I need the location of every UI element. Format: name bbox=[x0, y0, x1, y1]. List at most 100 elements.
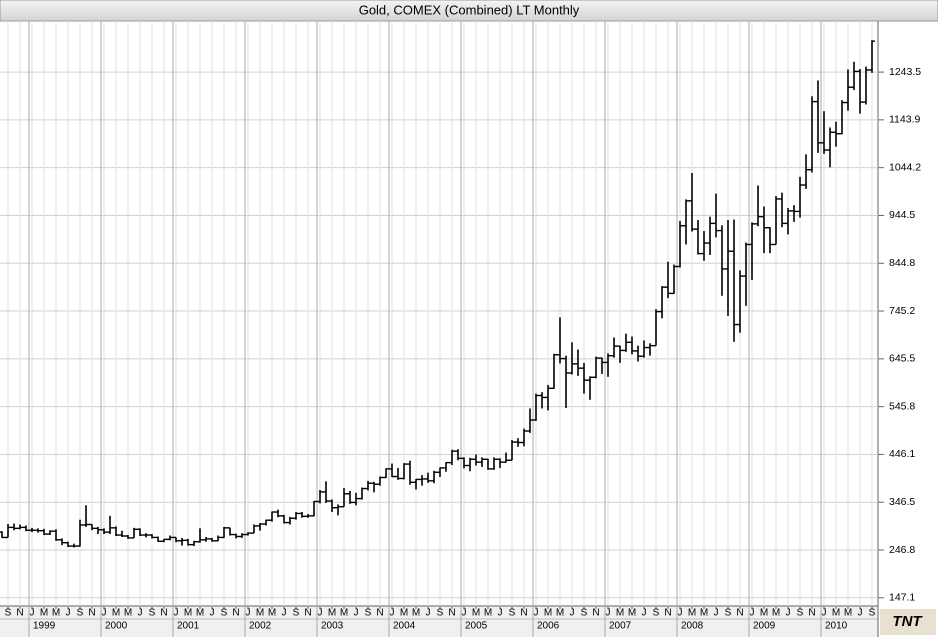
logo: TNT bbox=[892, 613, 923, 630]
x-tick-label: S bbox=[293, 608, 300, 619]
y-tick-label: 944.5 bbox=[889, 209, 915, 221]
y-tick-label: 844.8 bbox=[889, 257, 915, 269]
x-tick-label: N bbox=[160, 608, 167, 619]
x-tick-label: M bbox=[700, 608, 708, 619]
x-tick-label: M bbox=[256, 608, 264, 619]
x-tick-label: M bbox=[124, 608, 132, 619]
x-tick-label: J bbox=[390, 608, 395, 619]
logo-box bbox=[880, 609, 936, 635]
x-tick-label: J bbox=[858, 608, 863, 619]
year-label: 2010 bbox=[825, 621, 848, 632]
x-tick-label: N bbox=[520, 608, 527, 619]
bars bbox=[0, 40, 875, 548]
x-tick-label: N bbox=[16, 608, 23, 619]
x-tick-label: N bbox=[304, 608, 311, 619]
x-tick-label: S bbox=[149, 608, 156, 619]
year-label: 2006 bbox=[537, 621, 560, 632]
year-label: 2001 bbox=[177, 621, 200, 632]
x-tick-label: M bbox=[340, 608, 348, 619]
x-tick-label: J bbox=[786, 608, 791, 619]
x-tick-label: M bbox=[628, 608, 636, 619]
x-tick-label: J bbox=[102, 608, 107, 619]
year-label: 1999 bbox=[33, 621, 56, 632]
x-tick-label: J bbox=[318, 608, 323, 619]
year-label: 2004 bbox=[393, 621, 416, 632]
x-tick-label: M bbox=[544, 608, 552, 619]
x-tick-label: M bbox=[832, 608, 840, 619]
x-tick-label: S bbox=[5, 608, 12, 619]
x-tick-label: S bbox=[797, 608, 804, 619]
x-tick-label: S bbox=[509, 608, 516, 619]
x-tick-label: N bbox=[808, 608, 815, 619]
y-tick-label: 1243.5 bbox=[889, 66, 921, 78]
x-tick-label: N bbox=[376, 608, 383, 619]
title-bar bbox=[0, 0, 938, 22]
x-tick-label: S bbox=[365, 608, 372, 619]
y-tick-label: 1044.2 bbox=[889, 161, 921, 173]
x-tick-label: M bbox=[400, 608, 408, 619]
x-tick-label: J bbox=[210, 608, 215, 619]
x-tick-label: J bbox=[606, 608, 611, 619]
y-tick-label: 246.8 bbox=[889, 544, 915, 556]
y-tick-label: 446.1 bbox=[889, 448, 915, 460]
x-tick-label: M bbox=[52, 608, 60, 619]
x-tick-label: M bbox=[412, 608, 420, 619]
x-tick-label: S bbox=[77, 608, 84, 619]
year-label: 2005 bbox=[465, 621, 488, 632]
year-label: 2007 bbox=[609, 621, 632, 632]
x-tick-label: J bbox=[354, 608, 359, 619]
x-tick-label: N bbox=[232, 608, 239, 619]
x-tick-label: S bbox=[221, 608, 228, 619]
y-tick-label: 346.5 bbox=[889, 496, 915, 508]
x-tick-label: M bbox=[196, 608, 204, 619]
chart-title: Gold, COMEX (Combined) LT Monthly bbox=[359, 2, 580, 17]
x-tick-label: J bbox=[678, 608, 683, 619]
x-tick-label: M bbox=[556, 608, 564, 619]
year-label: 2000 bbox=[105, 621, 128, 632]
x-tick-label: J bbox=[498, 608, 503, 619]
x-tick-label: J bbox=[282, 608, 287, 619]
x-tick-label: J bbox=[426, 608, 431, 619]
y-tick-label: 147.1 bbox=[889, 592, 915, 604]
axes: 147.1 246.8 346.5 446.1 545.8 645.5 745.2 844.8… bbox=[5, 66, 922, 632]
x-tick-label: J bbox=[570, 608, 575, 619]
x-tick-label: J bbox=[30, 608, 35, 619]
x-tick-label: S bbox=[581, 608, 588, 619]
year-label: 2003 bbox=[321, 621, 344, 632]
x-tick-label: J bbox=[534, 608, 539, 619]
x-tick-label: J bbox=[174, 608, 179, 619]
x-tick-label: N bbox=[664, 608, 671, 619]
year-label: 2009 bbox=[753, 621, 776, 632]
x-tick-label: M bbox=[484, 608, 492, 619]
x-tick-label: M bbox=[40, 608, 48, 619]
x-tick-label: S bbox=[653, 608, 660, 619]
x-tick-label: M bbox=[472, 608, 480, 619]
x-tick-label: N bbox=[592, 608, 599, 619]
x-tick-label: N bbox=[88, 608, 95, 619]
x-tick-label: M bbox=[112, 608, 120, 619]
x-tick-label: N bbox=[448, 608, 455, 619]
x-tick-label: M bbox=[184, 608, 192, 619]
x-tick-label: J bbox=[246, 608, 251, 619]
x-tick-label: S bbox=[437, 608, 444, 619]
x-tick-label: M bbox=[688, 608, 696, 619]
x-tick-label: J bbox=[66, 608, 71, 619]
x-tick-label: M bbox=[616, 608, 624, 619]
x-axis-strip bbox=[0, 606, 878, 637]
y-tick-label: 545.8 bbox=[889, 400, 915, 412]
x-tick-label: S bbox=[869, 608, 876, 619]
x-tick-label: S bbox=[725, 608, 732, 619]
x-tick-label: J bbox=[750, 608, 755, 619]
x-tick-label: J bbox=[462, 608, 467, 619]
x-tick-label: M bbox=[772, 608, 780, 619]
y-tick-label: 645.5 bbox=[889, 353, 915, 365]
x-tick-label: M bbox=[844, 608, 852, 619]
y-tick-label: 745.2 bbox=[889, 305, 915, 317]
y-tick-label: 1143.9 bbox=[889, 114, 920, 126]
x-tick-label: J bbox=[138, 608, 143, 619]
x-tick-label: J bbox=[642, 608, 647, 619]
year-label: 2002 bbox=[249, 621, 272, 632]
